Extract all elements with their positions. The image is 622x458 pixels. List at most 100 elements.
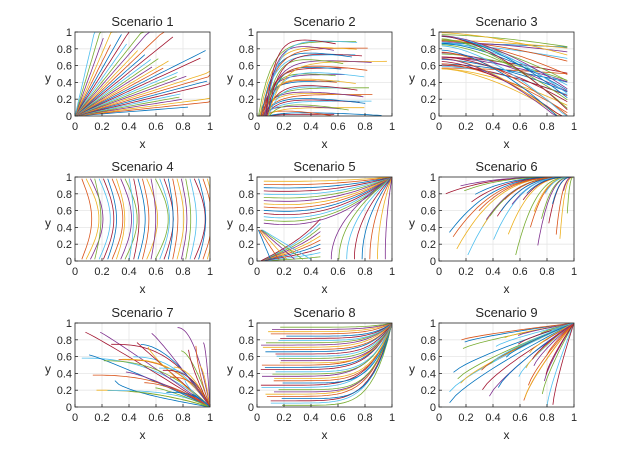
trajectory-line (369, 177, 392, 260)
trajectories (81, 327, 210, 407)
trajectory-line (75, 75, 187, 116)
trajectory-line (81, 178, 93, 260)
y-axis-label: y (409, 216, 415, 230)
trajectory-line (265, 46, 334, 116)
trajectory-line (258, 229, 279, 260)
trajectory-line (268, 323, 392, 333)
y-tick-label: 0.2 (421, 239, 436, 251)
x-axis-label: x (322, 282, 328, 296)
trajectory-line (280, 323, 392, 339)
trajectory-line (85, 178, 100, 260)
trajectory-line (279, 323, 392, 364)
trajectory-line (559, 177, 574, 239)
y-axis-label: y (409, 362, 415, 376)
trajectory-line (144, 382, 210, 407)
x-tick-label: 0.8 (357, 266, 372, 278)
x-tick-label: 0.6 (330, 412, 345, 424)
trajectory-line (273, 323, 392, 382)
trajectory-line (167, 178, 174, 260)
trajectory-line (550, 323, 574, 332)
trajectory-line (441, 32, 568, 56)
y-tick-label: 0 (248, 256, 254, 268)
y-tick-label: 1 (430, 27, 436, 39)
trajectory-line (441, 44, 568, 101)
trajectory-line (361, 177, 392, 260)
y-tick-label: 0.6 (421, 206, 436, 218)
y-tick-label: 0.2 (421, 385, 436, 397)
trajectory-line (192, 393, 210, 407)
subplot-2: 0 0.2 0.4 0.6 0.8 1 0 0.2 0.4 0.6 0.8 1 Scenario 2 x y (227, 14, 395, 151)
y-tick-label: 0.8 (57, 335, 72, 347)
trajectory-line (185, 178, 192, 260)
trajectory-line (75, 54, 146, 116)
trajectory-line (260, 256, 321, 261)
y-tick-label: 0.8 (421, 189, 436, 201)
y-tick-label: 0.8 (239, 335, 254, 347)
trajectory-line (263, 177, 392, 189)
trajectory-line (180, 178, 188, 260)
x-tick-label: 0.2 (458, 266, 473, 278)
trajectory-line (154, 178, 169, 260)
x-tick-label: 0.6 (512, 121, 527, 133)
trajectory-line (441, 35, 568, 94)
trajectory-line (541, 323, 574, 395)
x-tick-label: 0.2 (94, 412, 109, 424)
trajectory-line (75, 70, 210, 116)
trajectory-line (75, 32, 165, 116)
y-tick-label: 0.8 (57, 189, 72, 201)
trajectory-line (552, 323, 574, 405)
trajectory-line (346, 177, 392, 260)
trajectory-line (85, 331, 210, 407)
trajectory-line (441, 58, 568, 116)
subplot-5: 0 0.2 0.4 0.6 0.8 1 0 0.2 0.4 0.6 0.8 1 Scenario 5 x y (227, 159, 395, 296)
trajectory-line (263, 177, 392, 192)
trajectory-line (258, 91, 364, 116)
trajectory-line (280, 323, 392, 362)
trajectory-line (150, 178, 157, 260)
subplot-title: Scenario 7 (111, 305, 173, 320)
y-tick-label: 0.2 (57, 94, 72, 106)
trajectory-line (261, 229, 304, 260)
trajectory-line (75, 43, 127, 116)
trajectory-line (75, 66, 153, 116)
trajectory-line (263, 177, 392, 225)
x-tick-label: 0.4 (485, 412, 500, 424)
trajectory-line (262, 229, 312, 260)
trajectory-line (159, 178, 170, 260)
trajectory-line (263, 177, 392, 205)
x-tick-label: 1 (389, 412, 395, 424)
x-tick-label: 0.4 (121, 266, 136, 278)
trajectory-line (482, 323, 574, 390)
axes-box (256, 31, 393, 117)
x-axis-label: x (322, 137, 328, 151)
trajectory-line (107, 178, 117, 260)
trajectory-line (270, 323, 392, 335)
trajectory-line (449, 323, 574, 403)
subplot-6: 0 0.2 0.4 0.6 0.8 1 0 0.2 0.4 0.6 0.8 1 Scenario 6 x y (409, 159, 577, 296)
trajectory-line (111, 178, 124, 260)
trajectory-line (103, 178, 115, 260)
trajectory-line (142, 178, 150, 260)
x-tick-label: 1 (571, 121, 577, 133)
trajectory-line (98, 178, 111, 260)
trajectory-line (260, 222, 321, 261)
trajectory-line (202, 342, 210, 407)
axes-box (74, 31, 211, 117)
y-tick-label: 0.8 (421, 44, 436, 56)
subplot-title: Scenario 3 (475, 14, 537, 29)
trajectory-line (456, 177, 574, 250)
x-tick-label: 0.4 (303, 266, 318, 278)
trajectory-line (338, 177, 392, 260)
trajectory-line (75, 67, 164, 116)
trajectory-line (354, 177, 392, 260)
x-tick-label: 0.4 (303, 412, 318, 424)
x-tick-label: 1 (571, 266, 577, 278)
trajectory-line (262, 98, 366, 116)
trajectory-line (330, 177, 392, 260)
trajectory-line (151, 333, 210, 407)
y-tick-label: 0.8 (421, 335, 436, 347)
trajectory-line (263, 177, 392, 215)
x-tick-label: 0 (436, 121, 442, 133)
subplot-title: Scenario 8 (293, 305, 355, 320)
trajectory-line (258, 229, 271, 260)
